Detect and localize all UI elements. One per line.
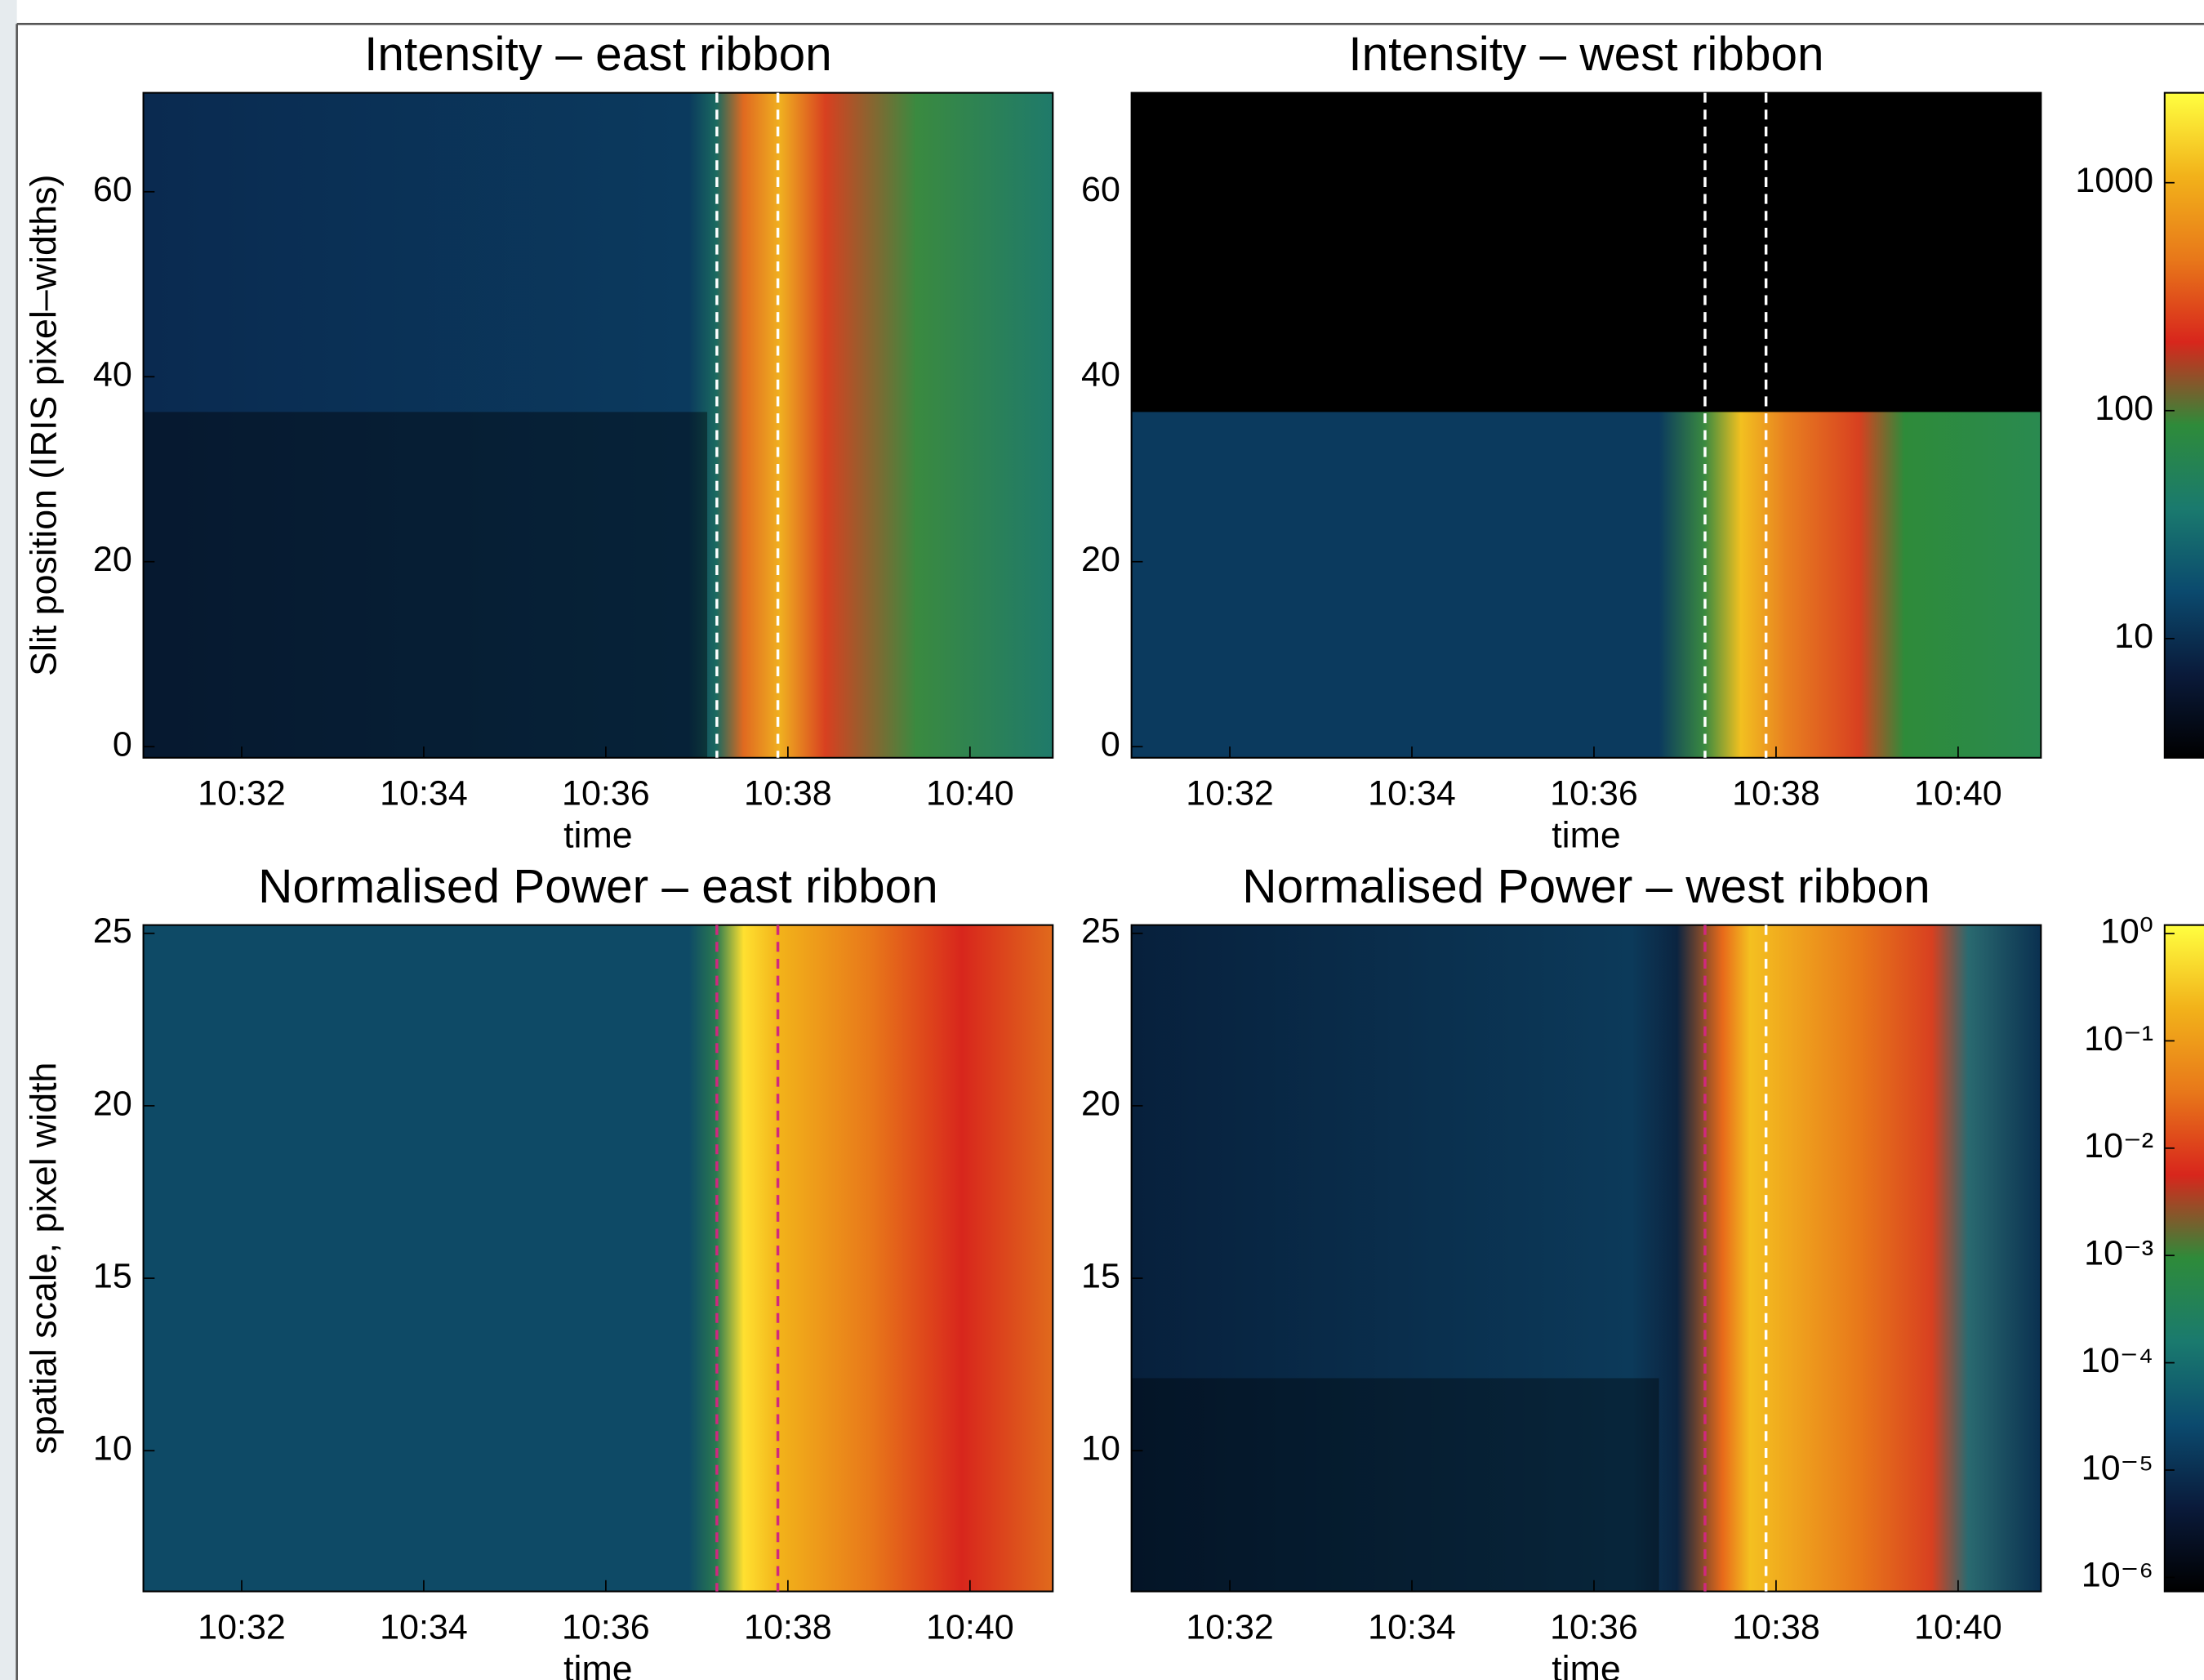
y-tick-label: 10 xyxy=(93,1429,132,1468)
plot-frame xyxy=(142,924,1054,1593)
y-tick-label: 10 xyxy=(1081,1429,1120,1468)
x-axis-label: time xyxy=(1552,815,1621,856)
colorbar-tick-label: 1000 xyxy=(2075,161,2153,200)
colorbar-tick-label: 10⁻¹ xyxy=(2084,1019,2153,1058)
x-tick-label: 10:38 xyxy=(744,774,832,813)
heatmap-image xyxy=(143,92,1053,758)
plot-title: Normalised Power – west ribbon xyxy=(1242,860,1930,913)
plot-title: Normalised Power – east ribbon xyxy=(258,860,938,913)
colorbar-tick-label: 10⁻⁴ xyxy=(2081,1341,2153,1380)
x-tick-label: 10:34 xyxy=(1368,1607,1456,1647)
y-tick-label: 20 xyxy=(93,540,132,579)
heatmap-shade xyxy=(143,412,708,758)
x-axis-label: time xyxy=(1552,1648,1621,1680)
colorbar-tick-label: 10⁻⁶ xyxy=(2082,1556,2153,1595)
x-tick-label: 10:40 xyxy=(926,774,1014,813)
colorbar-tick-label: 10⁻³ xyxy=(2084,1234,2153,1273)
x-tick-label: 10:32 xyxy=(1186,774,1274,813)
y-tick-label: 40 xyxy=(93,355,132,394)
x-tick-label: 10:38 xyxy=(1732,1607,1820,1647)
x-tick-label: 10:38 xyxy=(1732,774,1820,813)
x-tick-label: 10:32 xyxy=(198,1607,286,1647)
x-axis-label: time xyxy=(563,1648,633,1680)
heatmap-image xyxy=(143,925,1053,1592)
colorbar-tick-label: 10⁻⁵ xyxy=(2082,1448,2153,1487)
x-tick-label: 10:36 xyxy=(562,774,650,813)
x-tick-label: 10:36 xyxy=(1550,1607,1638,1647)
plot-frame xyxy=(1130,924,2042,1593)
x-tick-label: 10:32 xyxy=(1186,1607,1274,1647)
x-tick-label: 10:36 xyxy=(562,1607,650,1647)
plot-title: Intensity – west ribbon xyxy=(1348,28,1823,81)
x-axis-label: time xyxy=(563,815,633,856)
y-tick-label: 0 xyxy=(113,725,132,764)
y-tick-label: 20 xyxy=(1081,1084,1120,1123)
x-tick-label: 10:38 xyxy=(744,1607,832,1647)
colorbar-tick-label: 10 xyxy=(2114,617,2153,656)
plot-frame xyxy=(142,91,1054,759)
y-tick-label: 25 xyxy=(1081,911,1120,951)
x-tick-label: 10:40 xyxy=(1914,1607,2002,1647)
y-tick-label: 15 xyxy=(1081,1256,1120,1295)
x-tick-label: 10:36 xyxy=(1550,774,1638,813)
colorbar-tick-label: 10⁰ xyxy=(2100,911,2153,951)
colorbar-tick-label: 10⁻² xyxy=(2084,1126,2153,1165)
y-tick-label: 40 xyxy=(1081,355,1120,394)
colorbar xyxy=(2163,91,2204,759)
plot-frame xyxy=(1130,91,2042,759)
y-axis-label: spatial scale, pixel width xyxy=(24,1063,65,1455)
colorbar-tick-label: 100 xyxy=(2095,389,2153,428)
x-tick-label: 10:40 xyxy=(926,1607,1014,1647)
x-tick-label: 10:34 xyxy=(1368,774,1456,813)
y-tick-label: 20 xyxy=(1081,540,1120,579)
y-tick-label: 0 xyxy=(1101,725,1120,764)
x-tick-label: 10:40 xyxy=(1914,774,2002,813)
x-tick-label: 10:34 xyxy=(380,1607,468,1647)
y-tick-label: 25 xyxy=(93,911,132,951)
plot-title: Intensity – east ribbon xyxy=(364,28,832,81)
heatmap-shade xyxy=(1131,1378,1659,1592)
x-tick-label: 10:32 xyxy=(198,774,286,813)
heatmap-image xyxy=(1131,925,2041,1592)
masked-region xyxy=(1131,92,2041,412)
window-edge xyxy=(0,0,17,1680)
colorbar xyxy=(2163,924,2204,1593)
y-tick-label: 60 xyxy=(1081,170,1120,209)
x-tick-label: 10:34 xyxy=(380,774,468,813)
y-tick-label: 20 xyxy=(93,1084,132,1123)
y-axis-label: Slit position (IRIS pixel–widths) xyxy=(24,175,65,676)
y-tick-label: 15 xyxy=(93,1256,132,1295)
y-tick-label: 60 xyxy=(93,170,132,209)
